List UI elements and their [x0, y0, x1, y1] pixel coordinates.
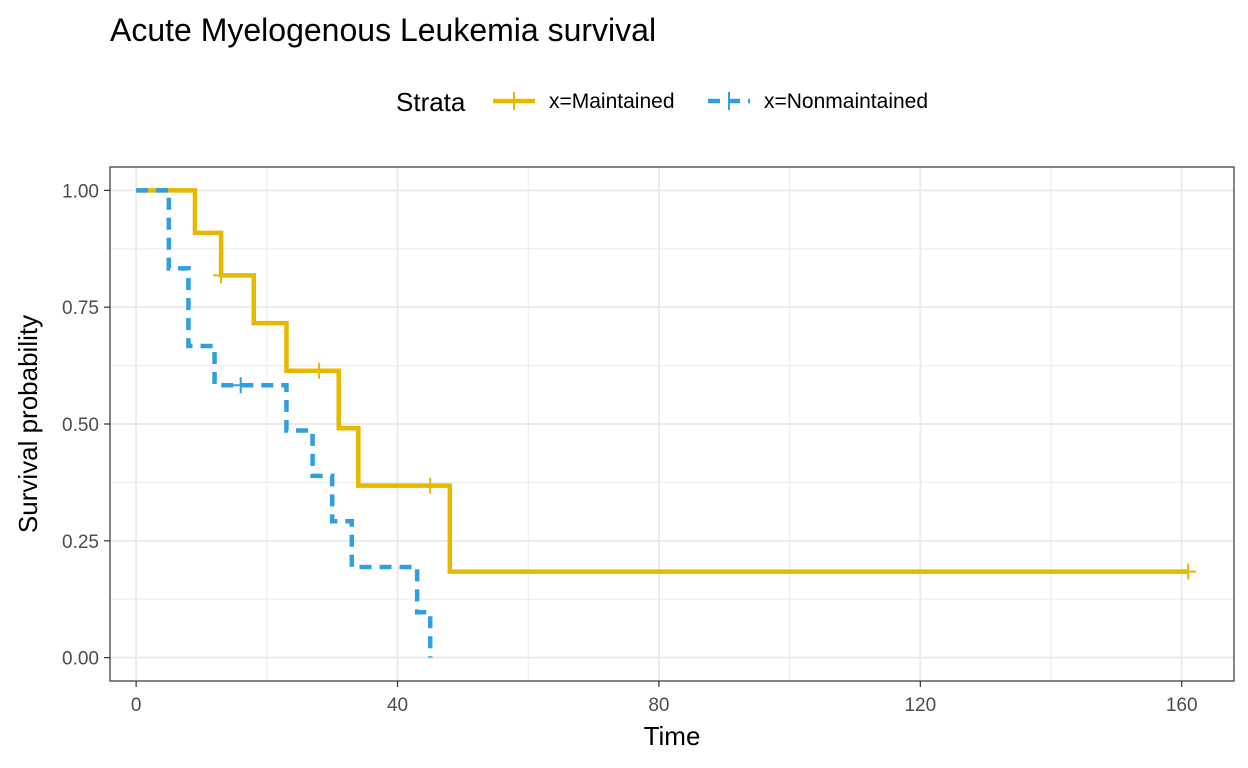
- censor-mark-0: [213, 267, 230, 284]
- x-tick-label: 120: [904, 695, 936, 716]
- x-axis-title: Time: [644, 721, 701, 751]
- grid-lines: [110, 167, 1234, 681]
- censor-mark-1: [232, 377, 249, 394]
- y-tick-label: 0.75: [62, 298, 99, 319]
- series-layer: [136, 188, 1197, 658]
- x-tick-label: 80: [648, 695, 669, 716]
- censor-mark-0: [1180, 563, 1197, 580]
- censor-mark-0: [422, 477, 439, 494]
- y-tick-label: 0.25: [62, 532, 99, 553]
- legend-label: x=Maintained: [549, 90, 675, 113]
- x-tick-label: 0: [131, 695, 142, 716]
- legend-title: Strata: [396, 87, 466, 117]
- series-line-0: [136, 188, 1189, 574]
- y-tick-label: 0.50: [62, 415, 99, 436]
- legend-label: x=Nonmaintained: [764, 90, 928, 113]
- axes: 0 40 80 120 160 0.00 0.25 0.50 0.75 1.00: [62, 181, 1198, 716]
- legend: Strata x=Maintained x=Nonmaintained: [396, 87, 928, 117]
- y-tick-label: 1.00: [62, 181, 99, 202]
- y-axis-title: Survival probability: [13, 315, 43, 533]
- legend-item-1: x=Nonmaintained: [708, 90, 928, 113]
- x-tick-label: 40: [387, 695, 408, 716]
- chart-title: Acute Myelogenous Leukemia survival: [110, 12, 656, 48]
- censor-mark-0: [311, 362, 328, 379]
- legend-item-0: x=Maintained: [493, 90, 675, 113]
- legend-items: x=Maintained x=Nonmaintained: [493, 90, 928, 113]
- y-tick-label: 0.00: [62, 649, 99, 670]
- x-tick-label: 160: [1166, 695, 1198, 716]
- series-line-1: [136, 188, 433, 658]
